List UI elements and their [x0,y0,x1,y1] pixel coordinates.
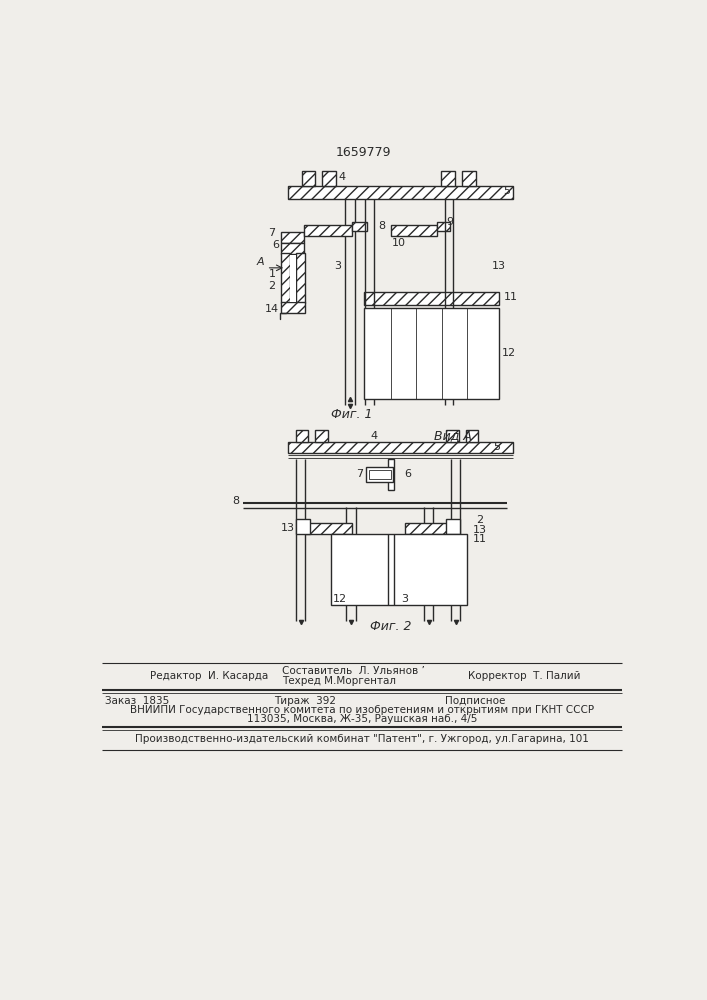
Bar [446,430,459,442]
Text: 5: 5 [493,442,501,452]
Bar [437,222,450,231]
Bar [281,243,304,254]
Bar [363,292,499,305]
Text: 12: 12 [502,348,516,358]
Text: 1659779: 1659779 [336,146,391,159]
Text: 12: 12 [333,594,347,604]
Bar [369,470,391,479]
Text: 14: 14 [265,304,279,314]
Text: 11: 11 [504,292,518,302]
Text: Корректор  Т. Палий: Корректор Т. Палий [468,671,580,681]
Text: Техред М.Моргентал: Техред М.Моргентал [282,676,396,686]
Text: Фиг. 1: Фиг. 1 [331,408,373,421]
Bar [322,171,337,186]
Bar [296,253,305,303]
Bar [281,302,305,312]
Bar [441,171,455,186]
Bar [296,430,308,442]
Bar [446,519,460,534]
Bar [366,466,393,482]
Bar [290,255,296,302]
Text: Заказ  1835: Заказ 1835 [105,696,170,706]
Text: 1: 1 [269,269,276,279]
Bar [363,308,499,399]
Text: Составитель  Л. Ульянов ’: Составитель Л. Ульянов ’ [282,666,425,676]
Text: 10: 10 [392,238,405,248]
Text: А: А [257,257,264,267]
Text: 113035, Москва, Ж-35, Раушская наб., 4/5: 113035, Москва, Ж-35, Раушская наб., 4/5 [247,714,477,724]
Text: ВНИИПИ Государственного комитета по изобретениям и открытиям при ГКНТ СССР: ВНИИПИ Государственного комитета по изоб… [130,705,594,715]
Bar [391,225,437,235]
Bar [466,430,478,442]
Text: 7: 7 [269,228,276,238]
Text: 4: 4 [370,431,377,441]
Text: 13: 13 [281,523,296,533]
Text: Фиг. 2: Фиг. 2 [370,620,411,633]
Text: 13: 13 [473,525,486,535]
Text: 6: 6 [272,240,279,250]
Text: 8: 8 [378,221,385,231]
Bar [331,534,467,605]
Bar [288,442,513,453]
Text: Производственно-издательский комбинат "Патент", г. Ужгород, ул.Гагарина, 101: Производственно-издательский комбинат "П… [135,734,589,744]
Text: 13: 13 [492,261,506,271]
Text: 5: 5 [503,186,510,196]
Text: 11: 11 [473,534,486,544]
Text: 9: 9 [447,217,454,227]
Bar [305,523,352,534]
Text: 2: 2 [477,515,484,525]
Bar [296,519,310,534]
Text: 3: 3 [401,594,408,604]
Text: Подписное: Подписное [445,696,506,706]
Text: Тираж  392: Тираж 392 [274,696,337,706]
Bar [288,186,513,199]
Text: Редактор  И. Касарда: Редактор И. Касарда [151,671,269,681]
Text: 3: 3 [334,261,341,271]
Bar [462,171,476,186]
Text: 6: 6 [404,469,411,479]
Bar [281,232,304,243]
Bar [281,253,290,303]
Bar [352,222,368,231]
Bar [387,459,394,490]
Text: 8: 8 [233,496,240,506]
Text: Вид А: Вид А [433,429,472,442]
Bar [301,171,315,186]
Text: 2: 2 [269,281,276,291]
Text: 4: 4 [338,172,345,182]
Bar [315,430,328,442]
Text: 7: 7 [356,469,363,479]
Bar [304,225,352,235]
Bar [404,523,451,534]
